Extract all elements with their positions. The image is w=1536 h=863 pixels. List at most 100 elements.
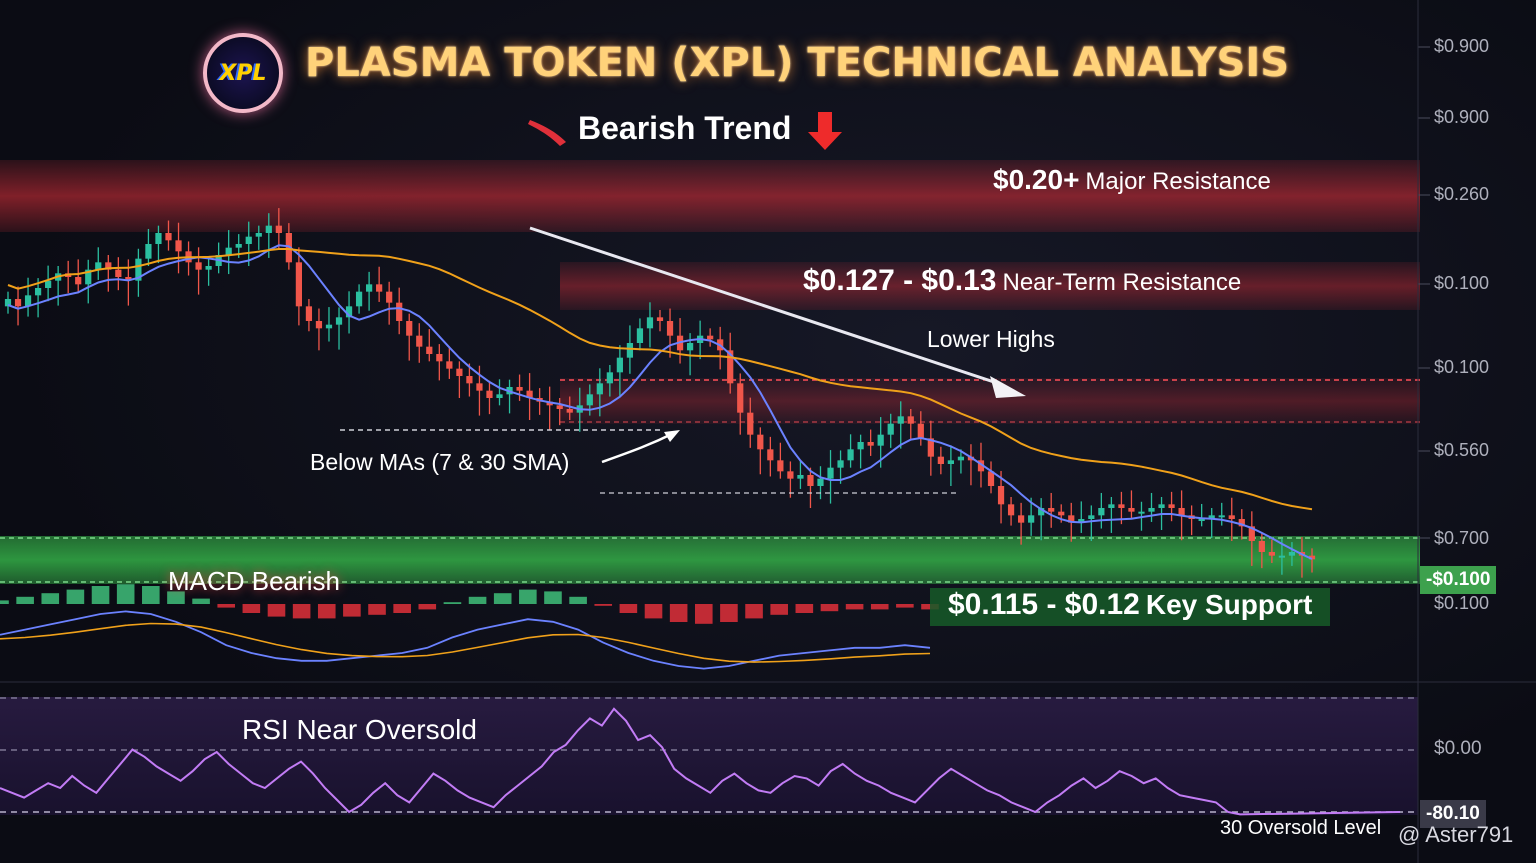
candle-up	[837, 460, 844, 468]
candle-up	[1288, 552, 1296, 556]
candle-down	[1168, 504, 1175, 508]
lower-highs-arrow	[529, 226, 1001, 386]
candle-up	[205, 266, 212, 270]
macd-bar-negative	[820, 604, 839, 612]
candle-down	[1268, 552, 1275, 556]
macd-bar-positive	[519, 589, 537, 604]
macd-bar-positive	[16, 596, 34, 604]
price-tick: $0.900	[1434, 36, 1490, 56]
macd-bar-negative	[594, 604, 613, 606]
candle-down	[997, 486, 1005, 505]
macd-bar-positive	[544, 591, 562, 604]
candle-down	[426, 346, 433, 354]
price-tick: $0.560	[1434, 440, 1490, 460]
candle-down	[656, 317, 664, 321]
candle-down	[556, 405, 563, 409]
macd-bar-negative	[619, 604, 638, 613]
price-tick: $0.100	[1434, 273, 1490, 293]
macd-bar-negative	[896, 604, 914, 608]
candle-up	[897, 416, 904, 424]
candle-down	[867, 442, 874, 446]
macd-bar-negative	[694, 604, 713, 624]
candle-down	[516, 387, 523, 391]
price-gridlines	[1418, 46, 1430, 539]
candle-down	[727, 350, 734, 384]
candle-down	[807, 475, 814, 486]
candle-down	[1228, 515, 1235, 519]
candle-down	[396, 302, 403, 321]
candle-up	[365, 284, 373, 292]
major-resistance-band	[0, 160, 1420, 232]
near-resistance-text: Near-Term Resistance	[1002, 269, 1242, 296]
macd-line	[0, 610, 931, 670]
candle-down	[526, 390, 533, 398]
rsi-panel-bg	[0, 697, 1418, 815]
candle-down	[105, 262, 112, 270]
candle-up	[325, 324, 333, 329]
candle-up	[1078, 519, 1085, 523]
candle-down	[125, 277, 132, 281]
candle-up	[646, 317, 654, 329]
macd-bar-positive	[142, 586, 160, 604]
candle-up	[496, 394, 503, 398]
major-resistance-value: $0.20+	[993, 164, 1080, 195]
candle-up	[1138, 511, 1145, 514]
candle-up	[626, 343, 634, 358]
candle-up	[1158, 504, 1165, 508]
candle-down	[737, 383, 744, 413]
below-mas-annotation: Below MAs (7 & 30 SMA)	[310, 449, 570, 475]
candle-down	[546, 401, 553, 406]
current-price-tag: -$0.100	[1420, 566, 1497, 594]
ma-7-line	[7, 244, 1313, 560]
candle-down	[1007, 504, 1015, 516]
candle-up	[4, 299, 12, 307]
macd-bar-positive	[569, 596, 587, 604]
macd-bar-positive	[66, 589, 85, 604]
macd-bearish-annotation: MACD Bearish	[168, 566, 340, 596]
candle-down	[1068, 515, 1075, 523]
macd-bar-negative	[845, 604, 864, 610]
bearish-trend-text: Bearish Trend	[578, 110, 792, 146]
price-tick: $0.700	[1434, 528, 1490, 548]
candle-down	[1248, 526, 1255, 541]
candle-up	[45, 280, 52, 288]
candle-up	[636, 328, 644, 343]
candle-down	[1178, 508, 1185, 516]
candle-down	[747, 412, 754, 435]
below-mas-arrow	[601, 430, 677, 464]
candle-up	[1028, 515, 1035, 523]
candle-up	[335, 317, 343, 325]
macd-bar-positive	[443, 602, 462, 604]
candle-down	[1118, 504, 1125, 508]
near-resistance-value: $0.127 - $0.13	[803, 264, 997, 297]
candle-down	[195, 262, 202, 270]
rsi-annotation: RSI Near Oversold	[242, 714, 477, 745]
candle-down	[1258, 541, 1265, 552]
candle-up	[265, 225, 272, 233]
near-resistance-label: $0.127 - $0.13 Near-Term Resistance	[803, 264, 1241, 298]
candle-up	[586, 394, 593, 406]
candle-down	[416, 335, 423, 347]
candle-up	[817, 478, 824, 486]
candle-down	[165, 233, 172, 241]
candle-down	[977, 460, 985, 472]
candle-down	[1017, 515, 1025, 523]
price-tick: $0.260	[1434, 184, 1490, 204]
candle-up	[34, 288, 42, 296]
candle-up	[1198, 519, 1205, 521]
candle-up	[145, 244, 152, 259]
candle-down	[14, 299, 22, 307]
macd-bar-positive	[91, 586, 110, 604]
macd-bar-negative	[317, 604, 336, 619]
macd-bar-negative	[418, 604, 437, 610]
candle-down	[175, 240, 182, 252]
key-support-band	[0, 536, 1420, 584]
candle-down	[285, 233, 292, 263]
price-tick: $0.900	[1434, 107, 1490, 127]
chart-title: PLASMA TOKEN (XPL) TECHNICAL ANALYSIS	[305, 40, 1290, 86]
candle-down	[476, 383, 483, 391]
macd-bar-negative	[393, 604, 411, 613]
macd-bar-positive	[167, 591, 185, 604]
candle-down	[376, 284, 383, 292]
